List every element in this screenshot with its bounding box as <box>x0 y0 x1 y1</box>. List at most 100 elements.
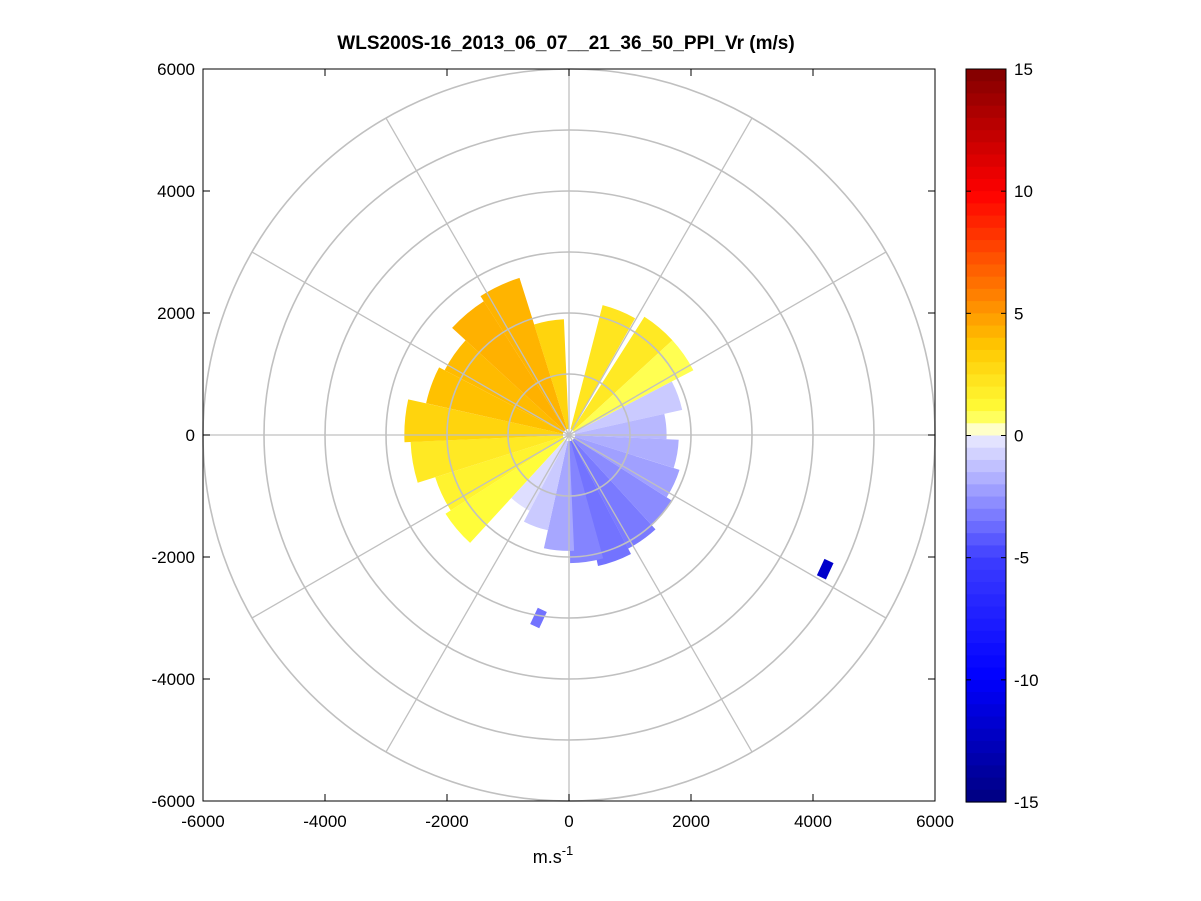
colorbar-swatch <box>966 521 1006 534</box>
data-sector <box>574 381 683 434</box>
colorbar-swatch <box>966 240 1006 253</box>
colorbar-swatch <box>966 423 1006 437</box>
colorbar-swatch <box>966 655 1006 669</box>
colorbar-tick-label: -5 <box>1014 549 1029 568</box>
colorbar-swatch <box>966 362 1006 376</box>
colorbar-swatch <box>966 582 1006 595</box>
data-sector <box>480 277 568 430</box>
colorbar-tick-label: -10 <box>1014 671 1039 690</box>
colorbar-swatch <box>966 301 1006 314</box>
colorbar-swatch <box>966 276 1006 290</box>
colorbar-swatch <box>966 313 1006 327</box>
colorbar-swatch <box>966 69 1006 82</box>
colorbar-swatch <box>966 252 1006 266</box>
colorbar-swatch <box>966 117 1006 131</box>
colorbar-swatch <box>966 765 1006 779</box>
colorbar-swatch <box>966 545 1006 559</box>
colorbar-swatch <box>966 81 1006 95</box>
colorbar-swatch <box>966 288 1006 302</box>
x-tick-label: 0 <box>564 812 573 831</box>
colorbar-swatch <box>966 203 1006 217</box>
colorbar-swatch <box>966 191 1006 204</box>
azimuth-spoke <box>251 434 570 619</box>
data-sector <box>570 305 636 430</box>
x-tick-label: -4000 <box>303 812 346 831</box>
colorbar-swatch <box>966 349 1006 363</box>
colorbar-swatch <box>966 386 1006 400</box>
colorbar-swatch <box>966 154 1006 168</box>
data-point <box>530 607 547 629</box>
colorbar-swatch <box>966 496 1006 510</box>
data-sector <box>572 316 673 431</box>
colorbar-swatch <box>966 740 1006 754</box>
colorbar-swatch <box>966 264 1006 278</box>
colorbar-swatch <box>966 753 1006 766</box>
azimuth-spoke <box>251 251 570 436</box>
colorbar-swatch <box>966 142 1006 156</box>
colorbar-swatch <box>966 459 1006 473</box>
data-sector <box>404 399 563 443</box>
colorbar-swatch <box>966 594 1006 608</box>
colorbar-tick-label: 5 <box>1014 304 1023 323</box>
x-tick-label: -2000 <box>425 812 468 831</box>
colorbar-swatch <box>966 692 1006 705</box>
data-sector <box>534 319 569 430</box>
colorbar-swatch <box>966 166 1006 180</box>
colorbar-swatch <box>966 178 1006 192</box>
data-sector <box>511 439 567 511</box>
x-tick-label: 6000 <box>916 812 954 831</box>
colorbar <box>965 68 1007 803</box>
x-tick-label: -6000 <box>181 812 224 831</box>
data-sector <box>435 436 564 511</box>
colorbar-swatch <box>966 215 1006 229</box>
data-sector <box>426 367 564 434</box>
y-tick-label: -2000 <box>152 548 195 567</box>
x-tick-label: 4000 <box>794 812 832 831</box>
colorbar-swatch <box>966 643 1006 656</box>
colorbar-swatch <box>966 105 1006 119</box>
colorbar-swatch <box>966 716 1006 730</box>
colorbar-swatch <box>966 557 1006 571</box>
colorbar-swatch <box>966 337 1006 351</box>
x-axis: -6000 -4000 -2000 0 2000 4000 6000 <box>181 69 954 831</box>
data-sector <box>452 301 566 431</box>
colorbar-ticks: 15 10 5 0 -5 -10 -15 <box>966 60 1039 812</box>
colorbar-swatch <box>966 484 1006 498</box>
colorbar-swatch <box>966 325 1006 339</box>
colorbar-swatch <box>966 130 1006 143</box>
y-tick-label: 6000 <box>157 60 195 79</box>
colorbar-swatch <box>966 533 1006 547</box>
data-sector <box>523 440 568 531</box>
colorbar-swatch <box>966 447 1006 461</box>
data-sector <box>444 340 565 433</box>
polar-grid <box>202 68 936 802</box>
colorbar-tick-label: -15 <box>1014 793 1039 812</box>
colorbar-swatch <box>966 472 1006 485</box>
colorbar-swatch <box>966 411 1006 424</box>
plot-area <box>404 277 834 629</box>
colorbar-swatch <box>966 93 1006 107</box>
data-sector <box>570 440 631 566</box>
colorbar-swatch <box>966 398 1006 412</box>
colorbar-tick-label: 0 <box>1014 427 1023 446</box>
colorbar-tick-label: 15 <box>1014 60 1033 79</box>
azimuth-spoke <box>385 117 570 436</box>
data-point <box>816 558 834 580</box>
colorbar-swatch <box>966 569 1006 583</box>
azimuth-spoke <box>568 117 753 436</box>
x-tick-label: 2000 <box>672 812 710 831</box>
data-sector <box>569 440 604 564</box>
data-sector <box>573 340 694 433</box>
y-tick-label: 2000 <box>157 304 195 323</box>
colorbar-swatch <box>966 618 1006 632</box>
data-sector <box>575 413 667 440</box>
data-sector <box>571 439 656 549</box>
y-tick-label: 4000 <box>157 182 195 201</box>
azimuth-spoke <box>568 434 753 753</box>
azimuth-spoke <box>568 434 887 619</box>
azimuth-spoke <box>568 251 887 436</box>
colorbar-tick-label: 10 <box>1014 182 1033 201</box>
colorbar-swatch <box>966 728 1006 742</box>
data-sector <box>410 435 564 483</box>
